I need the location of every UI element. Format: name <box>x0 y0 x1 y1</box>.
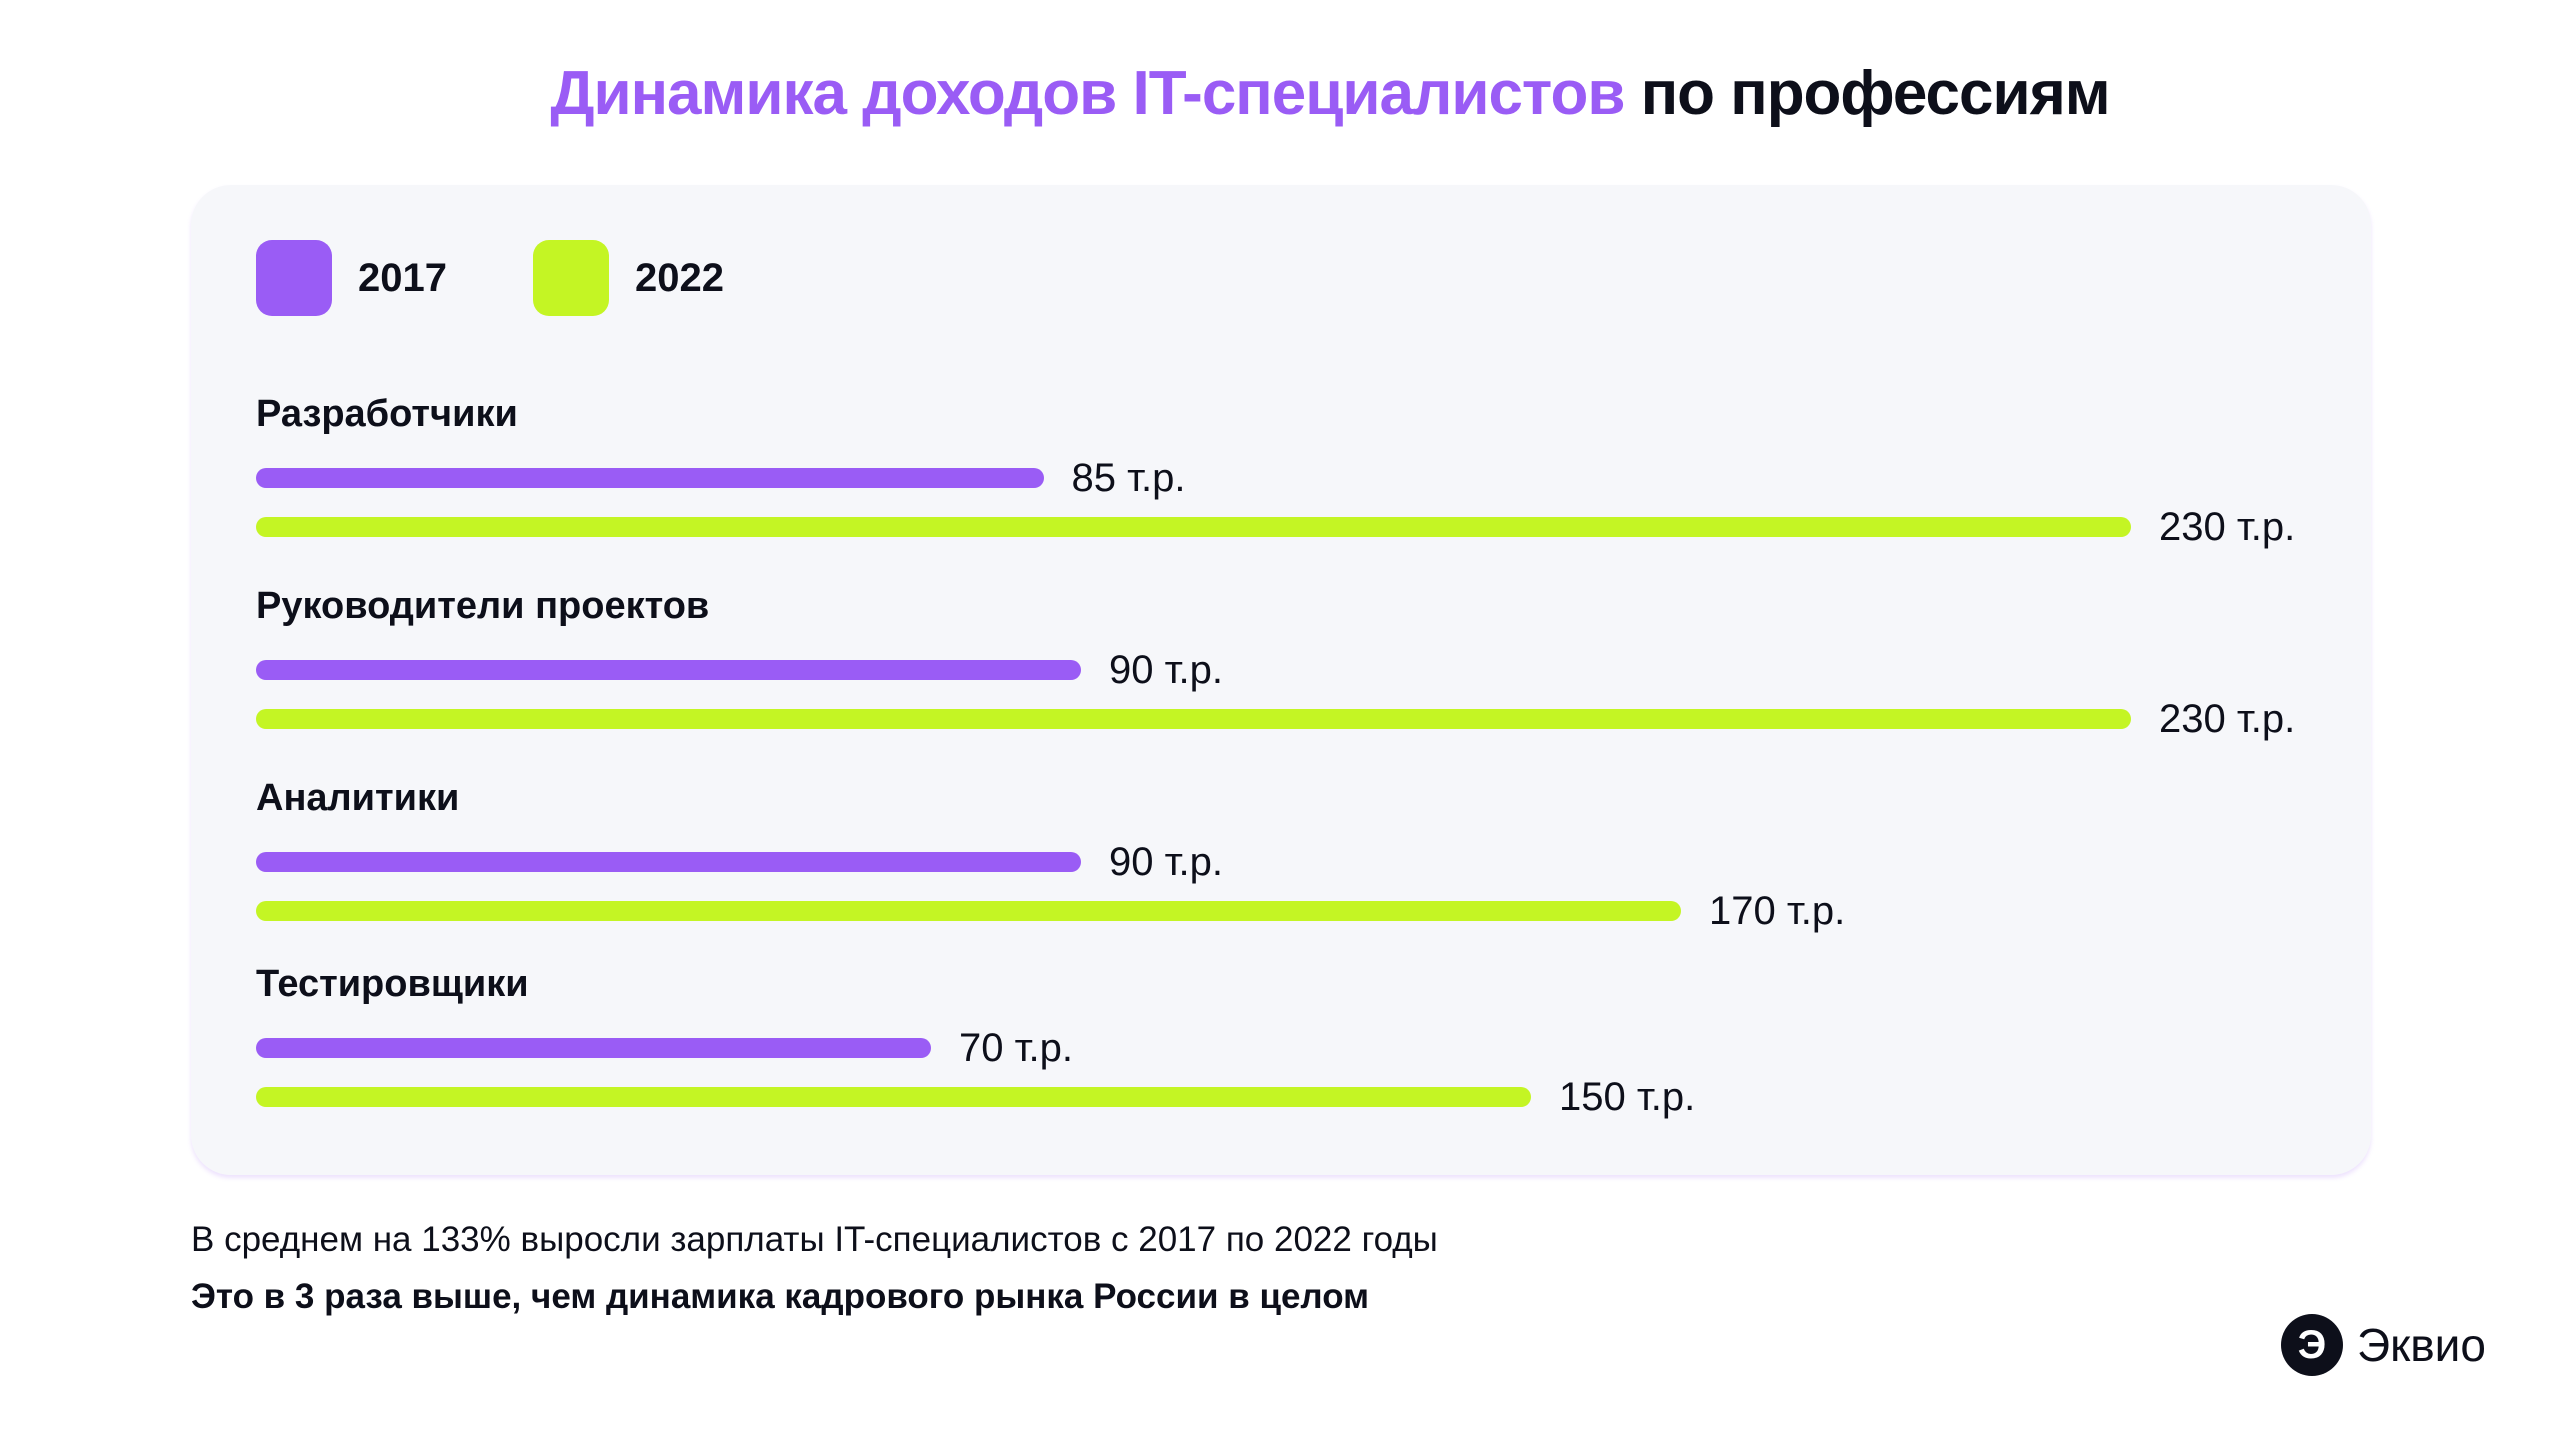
bar-line: 70 т.р. <box>256 1026 2356 1070</box>
bar-line: 230 т.р. <box>256 505 2356 549</box>
legend-label-2017: 2017 <box>358 255 447 300</box>
bar-2022 <box>256 1087 1531 1107</box>
bar-2017 <box>256 852 1081 872</box>
legend: 2017 2022 <box>256 240 810 316</box>
bar-line: 90 т.р. <box>256 840 2356 884</box>
value-label: 230 т.р. <box>2159 697 2296 741</box>
legend-label-2022: 2022 <box>634 255 724 300</box>
category-label: Разработчики <box>256 393 518 435</box>
logo-text: Эквио <box>2357 1319 2486 1371</box>
category-label: Аналитики <box>256 777 460 819</box>
bar-2017 <box>256 1038 931 1058</box>
footnote-average: В среднем на 133% выросли зарплаты IT-сп… <box>191 1220 1438 1259</box>
category-row: Аналитики 90 т.р. 170 т.р. <box>256 774 2356 933</box>
bar-line: 90 т.р. <box>256 648 2356 692</box>
value-label: 170 т.р. <box>1709 889 1846 933</box>
footnote-comparison: Это в 3 раза выше, чем динамика кадровог… <box>191 1277 1370 1316</box>
bar-2017 <box>256 468 1044 488</box>
bar-line: 150 т.р. <box>256 1075 2356 1119</box>
value-label: 230 т.р. <box>2159 505 2296 549</box>
category-label: Руководители проектов <box>256 585 710 627</box>
bar-2017 <box>256 660 1081 680</box>
category-row: Разработчики 85 т.р. 230 т.р. <box>256 390 2356 549</box>
page-title: Динамика доходов IT-специалистов по проф… <box>550 59 2110 128</box>
category-row: Руководители проектов 90 т.р. 230 т.р. <box>256 582 2356 741</box>
bar-line: 170 т.р. <box>256 889 2356 933</box>
bar-2022 <box>256 709 2131 729</box>
chart-card: 2017 2022 Разработчики 85 т.р. 230 т.р. Рук… <box>191 185 2371 1175</box>
bar-line: 85 т.р. <box>256 456 2356 500</box>
value-label: 90 т.р. <box>1109 648 1223 692</box>
value-label: 150 т.р. <box>1559 1075 1696 1119</box>
bar-2022 <box>256 901 1681 921</box>
bar-2022 <box>256 517 2131 537</box>
value-label: 70 т.р. <box>959 1026 1073 1070</box>
bar-line: 230 т.р. <box>256 697 2356 741</box>
legend-swatch-2017 <box>256 240 332 316</box>
ekvio-logo: Э Эквио <box>2281 1314 2486 1376</box>
ekvio-logo-icon: Э <box>2281 1314 2343 1376</box>
legend-swatch-2022 <box>532 240 609 316</box>
value-label: 90 т.р. <box>1109 840 1223 884</box>
value-label: 85 т.р. <box>1071 456 1186 500</box>
category-label: Тестировщики <box>256 963 529 1005</box>
category-row: Тестировщики 70 т.р. 150 т.р. <box>256 960 2356 1119</box>
